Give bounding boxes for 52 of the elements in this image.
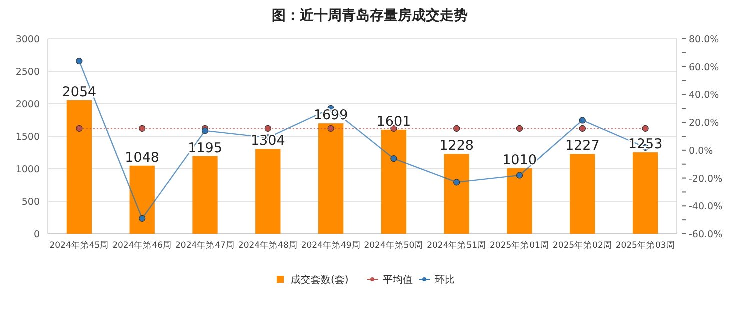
x-tick-label: 2025年第02周 [552,240,612,251]
y-tick-label: 1500 [16,132,40,143]
bar [130,166,155,234]
x-tick-label: 2024年第51周 [427,240,487,251]
x-tick-label: 2024年第50周 [364,240,424,251]
bar [507,168,532,234]
bar [66,100,92,234]
data-label: 1048 [125,150,160,166]
legend-label: 环比 [435,274,455,286]
bar [632,152,658,234]
bar [570,154,596,234]
x-tick-label: 2024年第47周 [176,240,235,251]
data-label: 1010 [502,152,537,168]
y2-tick-label: 80.0% [689,34,720,46]
point [454,179,460,186]
bar [381,130,407,234]
bar [192,156,218,234]
x-tick-label: 2024年第46周 [112,240,172,251]
bar [444,154,470,234]
x-tick-label: 2024年第45周 [50,240,110,251]
y2-tick-label: 40.0% [689,90,720,102]
data-label: 1228 [440,138,474,154]
x-tick-label: 2024年第48周 [238,240,298,251]
legend-label: 成交套数(套) [291,274,349,286]
chart-title: 图：近十周青岛存量房成交走势 [272,7,468,24]
y-tick-label: 0 [34,230,40,240]
y2-tick-label: 0.0% [689,146,714,157]
point [390,155,398,162]
y2-tick-label: 20.0% [689,118,720,130]
x-tick-label: 2024年第49周 [301,240,361,251]
y-tick-label: 2000 [16,100,40,110]
y2-tick-label: -40.0% [689,202,723,213]
point [76,58,83,65]
legend-label: 平均值 [383,274,413,286]
point [579,117,586,124]
bar [256,149,281,234]
y-tick-label: 3000 [16,34,40,46]
data-label: 1227 [565,138,600,154]
data-label: 1601 [376,114,412,130]
data-label: 1304 [250,133,286,150]
x-tick-label: 2025年第03周 [616,240,676,251]
y-tick-label: 500 [22,197,40,208]
y-tick-label: 2500 [16,67,40,78]
y2-tick-label: -60.0% [689,230,723,240]
point [139,215,146,222]
y2-tick-label: 60.0% [689,62,720,74]
point [516,172,524,179]
y2-tick-label: -20.0% [689,174,723,185]
bar [318,124,344,234]
x-tick-label: 2025年第01周 [490,240,550,251]
y-tick-label: 1000 [16,164,40,176]
point [202,128,209,134]
